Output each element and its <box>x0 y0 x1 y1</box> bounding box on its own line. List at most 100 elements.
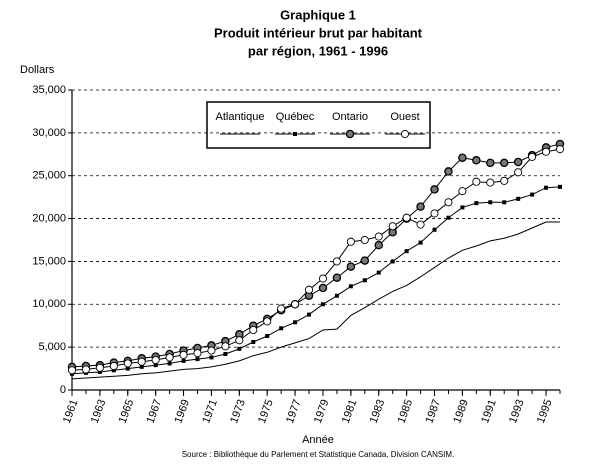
data-point <box>346 237 355 246</box>
data-point <box>444 167 453 176</box>
data-point <box>416 202 425 211</box>
data-point <box>97 370 102 374</box>
data-point <box>544 185 549 190</box>
data-point <box>95 363 104 372</box>
data-point <box>125 366 130 371</box>
data-point <box>207 346 216 355</box>
x-tick-label: 1983 <box>368 398 388 425</box>
data-point <box>293 320 298 325</box>
data-point <box>530 192 535 197</box>
data-point <box>446 215 451 220</box>
x-tick-label: 1971 <box>200 398 220 425</box>
data-point <box>332 257 341 266</box>
data-point <box>472 156 481 165</box>
data-point <box>418 240 423 245</box>
data-point <box>390 259 395 264</box>
data-point <box>235 336 244 345</box>
y-tick-label: 25,000 <box>32 170 66 182</box>
data-point <box>307 312 312 317</box>
data-point <box>304 285 314 294</box>
data-point <box>332 273 342 282</box>
data-point <box>474 201 479 206</box>
data-point <box>458 153 467 162</box>
x-tick-label: 1989 <box>451 398 471 425</box>
data-point <box>486 178 495 187</box>
y-axis-label: Dollars <box>20 64 55 76</box>
data-point <box>430 185 439 194</box>
x-tick-label: 1985 <box>396 398 416 425</box>
data-point <box>558 184 562 189</box>
x-tick-label: 1993 <box>507 398 527 425</box>
data-point <box>388 222 397 231</box>
data-point <box>334 293 339 298</box>
data-point <box>320 302 325 307</box>
data-point <box>374 232 383 241</box>
data-point <box>137 357 146 366</box>
series-line <box>71 143 561 368</box>
data-point <box>181 358 186 363</box>
data-point <box>500 176 509 185</box>
data-point <box>179 350 188 359</box>
data-point <box>555 145 565 154</box>
data-point <box>346 262 356 271</box>
series-line <box>71 186 561 375</box>
chart-title: Produit intérieur brut par habitant <box>214 25 423 40</box>
y-tick-label: 30,000 <box>32 127 66 139</box>
legend-label: Ouest <box>390 111 419 123</box>
data-point <box>400 129 410 139</box>
data-point <box>528 152 537 161</box>
data-point <box>402 213 411 222</box>
chart-title: par région, 1961 - 1996 <box>248 43 388 58</box>
data-point <box>291 300 300 309</box>
data-point <box>516 196 521 201</box>
data-point <box>499 158 509 168</box>
data-point <box>277 304 286 313</box>
data-point <box>348 284 353 289</box>
legend-box <box>206 101 431 149</box>
source-note: Source : Bibliothèque du Parlement et St… <box>182 450 455 459</box>
data-point <box>221 342 230 351</box>
data-point <box>139 364 144 369</box>
x-tick-label: 1973 <box>228 398 248 425</box>
x-tick-label: 1967 <box>145 398 165 425</box>
data-point <box>374 240 383 250</box>
data-point <box>318 274 328 283</box>
x-tick-label: 1965 <box>117 398 137 425</box>
series-line <box>71 221 560 380</box>
x-tick-label: 1977 <box>284 398 304 425</box>
data-point <box>360 256 370 265</box>
data-point <box>460 205 465 210</box>
data-point <box>109 361 118 371</box>
data-point <box>279 326 284 331</box>
x-tick-label: 1961 <box>61 398 81 425</box>
data-point <box>404 249 409 254</box>
data-point <box>195 357 200 362</box>
x-tick-label: 1995 <box>535 398 555 425</box>
data-point <box>151 355 160 365</box>
data-point <box>416 220 425 229</box>
data-point <box>472 177 481 186</box>
data-point <box>502 200 507 205</box>
data-point <box>237 346 242 351</box>
data-point <box>209 355 214 360</box>
data-point <box>193 349 202 358</box>
y-tick-label: 0 <box>60 384 66 396</box>
y-tick-label: 5,000 <box>38 341 66 353</box>
data-point <box>81 365 90 374</box>
legend-label: Atlantique <box>216 111 265 123</box>
data-point <box>67 366 77 375</box>
data-point <box>123 359 132 368</box>
data-point <box>514 168 523 177</box>
data-point <box>488 200 493 205</box>
y-tick-label: 10,000 <box>32 298 66 310</box>
data-point <box>345 129 355 139</box>
x-tick-label: 1963 <box>89 398 109 425</box>
y-tick-label: 15,000 <box>32 255 66 267</box>
data-point <box>376 270 381 275</box>
data-point <box>542 147 551 156</box>
data-point <box>265 334 270 338</box>
x-tick-label: 1991 <box>479 398 499 425</box>
x-tick-label: 1969 <box>172 398 192 425</box>
y-tick-label: 20,000 <box>32 212 66 224</box>
